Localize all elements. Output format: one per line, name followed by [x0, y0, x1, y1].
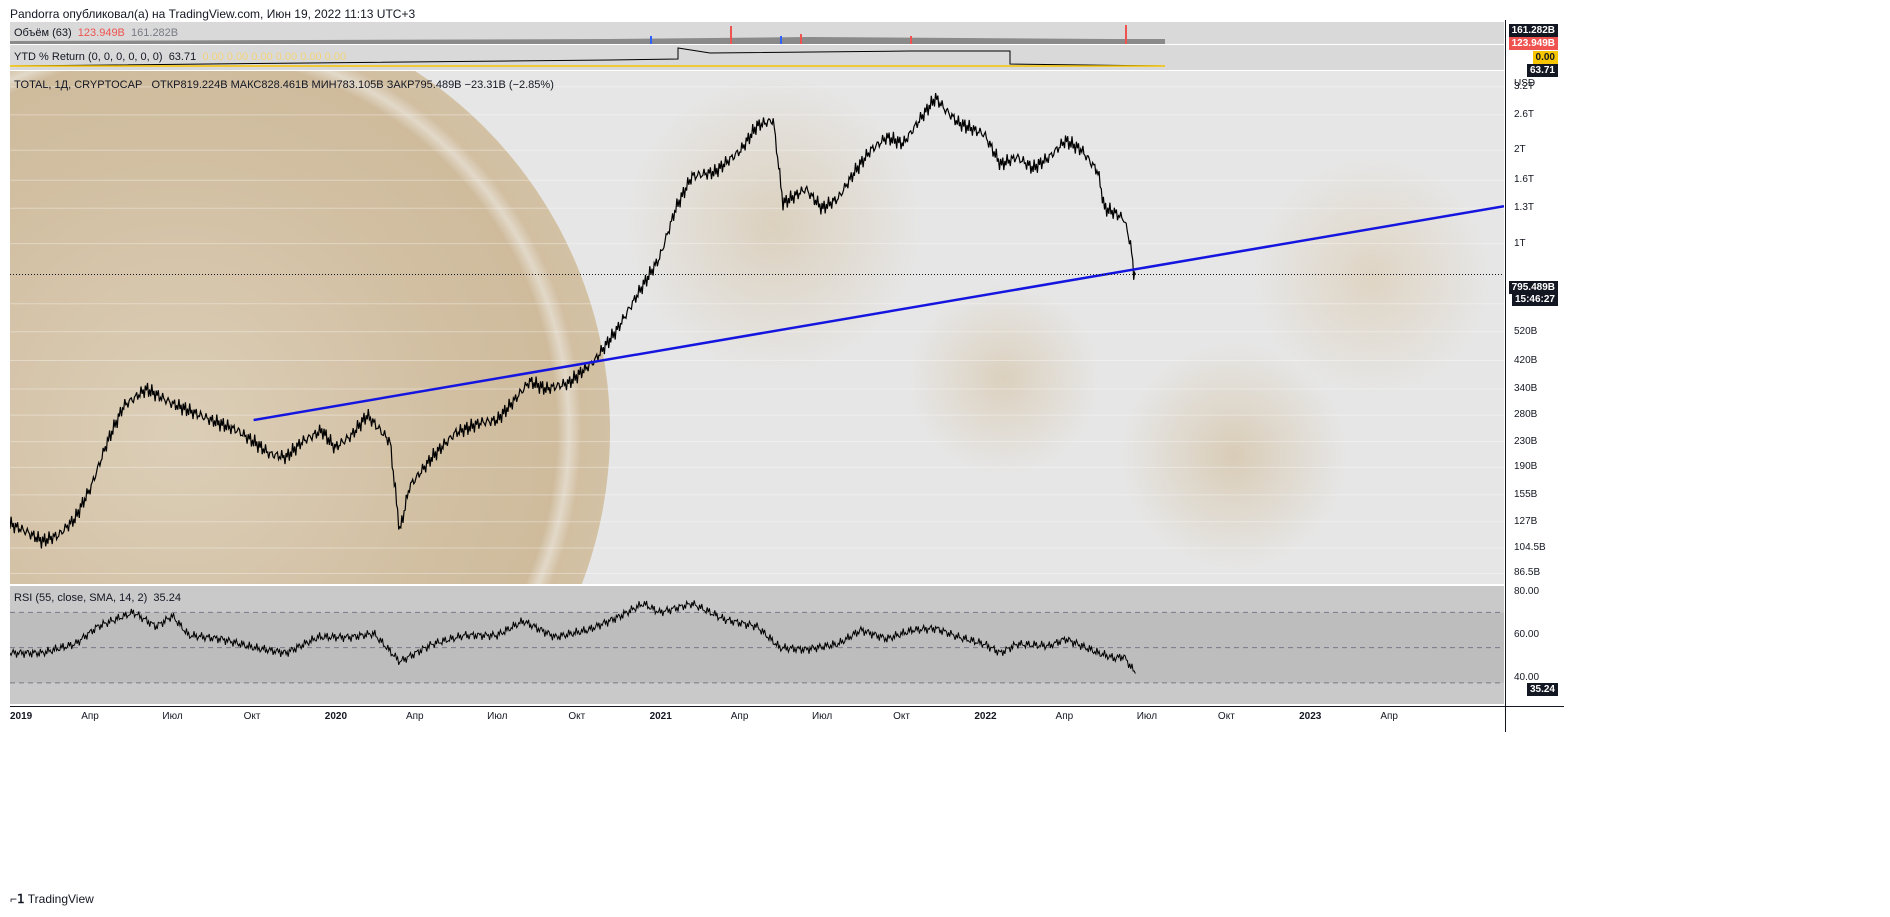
volume-bar	[910, 36, 912, 44]
price-series-line	[10, 92, 1136, 549]
price-tick-label: 2T	[1514, 144, 1526, 156]
rsi-value-badge: 35.24	[1526, 683, 1558, 696]
volume-bar	[800, 34, 802, 44]
price-tick-label: 2.6T	[1514, 108, 1535, 120]
rsi-value: 35.24	[153, 592, 181, 604]
volume-bar	[730, 26, 732, 44]
time-tick-label: 2023	[1299, 711, 1322, 722]
time-axis-separator	[10, 706, 1564, 707]
volume-label: Объём (63)	[14, 27, 72, 39]
volume-area	[10, 37, 1165, 44]
last-price-badge: 795.489B	[1508, 281, 1558, 294]
volume-value-1: 123.949B	[77, 27, 125, 39]
publisher-line: Pandorra опубликовал(а) на TradingView.c…	[10, 7, 416, 21]
ohlc-values: ОТКР819.224B МАКС828.461B МИН783.105B ЗА…	[151, 79, 554, 91]
support-trendline[interactable]	[253, 204, 1504, 422]
volume-badge-1: 161.282B	[1508, 24, 1558, 37]
price-tick-label: 86.5B	[1514, 567, 1541, 579]
countdown-badge: 15:46:27	[1511, 293, 1558, 306]
rsi-legend[interactable]: RSI (55, close, SMA, 14, 2) 35.24	[14, 592, 181, 604]
price-tick-label: 190B	[1514, 461, 1538, 473]
price-tick-label: 127B	[1514, 515, 1538, 527]
volume-badge-2: 123.949B	[1508, 37, 1558, 50]
price-tick-label: 1.6T	[1514, 174, 1535, 186]
time-tick-label: Окт	[568, 711, 586, 722]
price-tick-label: 3.2T	[1514, 80, 1535, 92]
symbol-label: TOTAL, 1Д, CRYPTOCAP	[14, 79, 143, 91]
main-pane-background	[10, 71, 1504, 584]
tradingview-logo[interactable]: ⌐𝟣 TradingView	[10, 892, 94, 906]
price-tick-label: 1T	[1514, 237, 1526, 249]
ytd-zero-values: 0.00 0.00 0.00 0.00 0.00 0.00	[202, 51, 347, 63]
time-tick-label: Июл	[487, 711, 508, 722]
volume-histogram	[10, 25, 1165, 44]
time-tick-label: Апр	[730, 711, 749, 722]
time-tick-label: 2022	[974, 711, 997, 722]
time-tick-label: Апр	[405, 711, 424, 722]
volume-legend[interactable]: Объём (63) 123.949B 161.282B	[14, 27, 178, 39]
ytd-badge-1: 0.00	[1532, 51, 1558, 64]
volume-bar	[650, 36, 652, 44]
main-legend[interactable]: TOTAL, 1Д, CRYPTOCAP ОТКР819.224B МАКС82…	[14, 79, 554, 91]
time-tick-label: Июл	[1136, 711, 1158, 722]
price-tick-label: 230B	[1514, 435, 1538, 447]
price-tick-label: 420B	[1514, 354, 1538, 366]
price-tick-label: 155B	[1514, 488, 1538, 500]
time-tick-label: Окт	[243, 711, 261, 722]
time-tick-label: Апр	[1380, 711, 1398, 722]
volume-pane	[10, 22, 1504, 44]
ytd-label: YTD % Return (0, 0, 0, 0, 0, 0)	[14, 51, 163, 63]
time-axis[interactable]: 2019 Апр Июл Окт 2020 Апр Июл Окт 2021 Апр Июл Окт 2…	[10, 711, 1504, 729]
scattered-numbers-decoration	[590, 71, 1504, 584]
ytd-return-line	[10, 47, 1166, 67]
price-tick-label: 104.5B	[1514, 541, 1546, 553]
price-axis-separator	[1505, 20, 1506, 732]
ytd-badge-2: 63.71	[1526, 64, 1558, 77]
tv-logo-icon: ⌐𝟣	[10, 892, 25, 906]
time-tick-label: Июл	[811, 711, 833, 722]
rsi-axis-60: 60.00	[1514, 629, 1540, 640]
price-tick-label: 280B	[1514, 409, 1538, 421]
time-tick-label: 2019	[10, 711, 33, 722]
ytd-value: 63.71	[168, 51, 197, 63]
rsi-label: RSI (55, close, SMA, 14, 2)	[14, 592, 148, 604]
price-tick-label: 520B	[1514, 325, 1538, 337]
price-axis[interactable]: 161.282B 123.949B 0.00 63.71 USD 3.2T 2.6…	[1506, 20, 1566, 710]
time-tick-label: 2020	[324, 711, 348, 722]
ytd-legend[interactable]: YTD % Return (0, 0, 0, 0, 0, 0) 63.71 0.…	[14, 51, 346, 63]
rsi-line	[10, 599, 1136, 674]
rsi-axis-40: 40.00	[1514, 672, 1540, 683]
rsi-axis-80: 80.00	[1514, 586, 1540, 597]
time-tick-label: 2021	[649, 711, 672, 722]
ytd-line	[10, 47, 1166, 67]
price-tick-label: 1.3T	[1514, 202, 1535, 214]
time-tick-label: Окт	[893, 711, 910, 722]
time-tick-label: Окт	[1217, 711, 1235, 722]
time-tick-label: Июл	[162, 711, 183, 722]
tv-brand-text: TradingView	[27, 892, 94, 906]
price-chart[interactable]	[10, 71, 1504, 584]
rsi-chart[interactable]	[10, 586, 1504, 704]
volume-bar	[780, 36, 782, 44]
volume-value-2: 161.282B	[131, 27, 179, 39]
price-tick-label: 340B	[1514, 383, 1538, 394]
time-tick-label: Апр	[81, 711, 99, 722]
time-tick-label: Апр	[1055, 711, 1074, 722]
currency-label: USD	[1514, 78, 1536, 89]
volume-bar	[1125, 25, 1127, 44]
bitcoin-coin-illustration	[10, 71, 610, 584]
